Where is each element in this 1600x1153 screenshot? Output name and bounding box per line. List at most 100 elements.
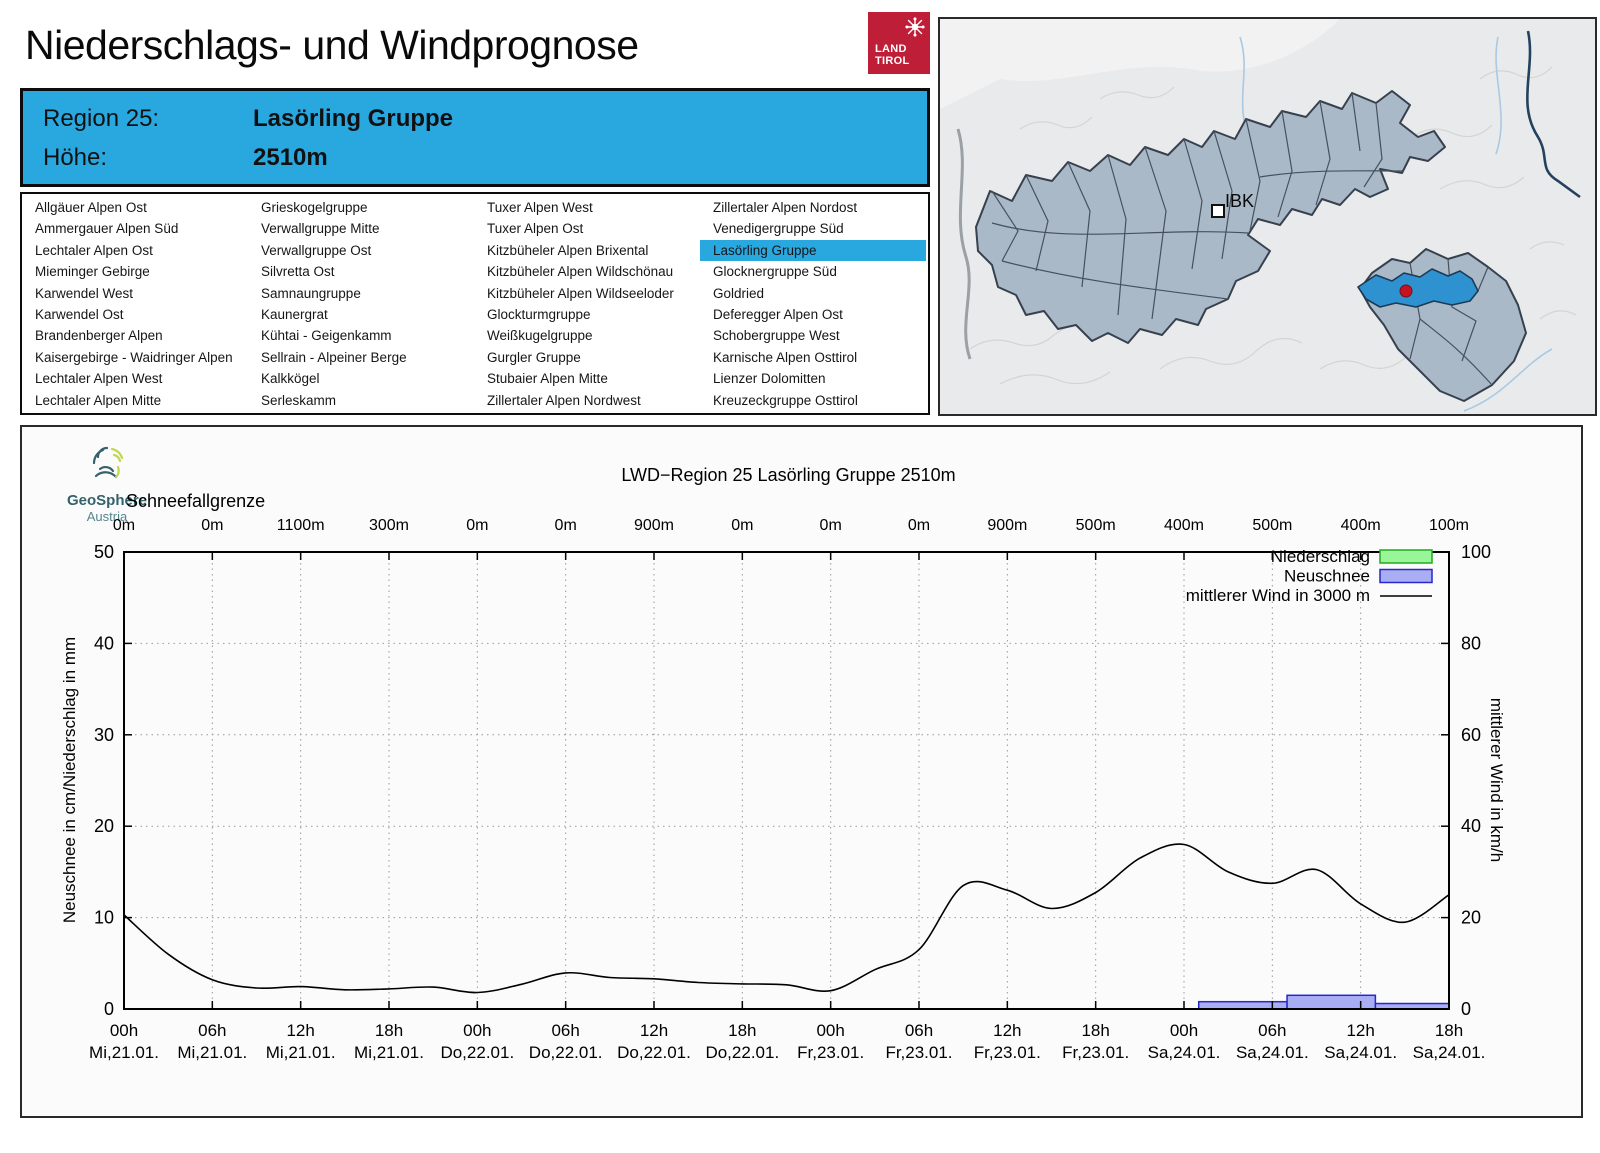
snowline-value: 0m — [201, 517, 223, 534]
snowline-value: 0m — [555, 517, 577, 534]
region-list-item[interactable]: Ammergauer Alpen Süd — [35, 221, 179, 237]
wind-line — [123, 843, 1450, 994]
y-tick-left: 20 — [94, 816, 114, 836]
snowline-value: 900m — [987, 517, 1027, 534]
region-list-item[interactable]: Lechtaler Alpen Ost — [35, 242, 153, 258]
region-list-column-2: Grieskogelgruppe Verwallgruppe Mitte Verwa… — [248, 194, 474, 413]
region-list-item[interactable]: Lechtaler Alpen Mitte — [35, 392, 162, 408]
region-list-item[interactable]: Glockturmgruppe — [487, 306, 591, 322]
x-tick-date: Fr,23.01. — [974, 1043, 1041, 1062]
meteogram-plot: 00h Mi,21.01. 0m 06h Mi,21.01. 0m 12h Mi,21.01.… — [89, 517, 1491, 1062]
region-list-item[interactable]: Deferegger Alpen Ost — [713, 306, 843, 322]
x-tick-hour: 18h — [1435, 1021, 1463, 1040]
snowline-value: 0m — [908, 517, 930, 534]
y-tick-right: 80 — [1461, 633, 1481, 653]
land-tirol-logo: LAND TIROL — [868, 12, 930, 74]
x-tick-hour: 06h — [1258, 1021, 1286, 1040]
region-list-item[interactable]: Karnische Alpen Osttirol — [713, 349, 858, 365]
plot-frame — [123, 551, 1450, 1010]
x-tick-hour: 12h — [640, 1021, 668, 1040]
geosphere-name: GeoSphere — [66, 492, 148, 509]
y-tick-right: 40 — [1461, 816, 1481, 836]
region-list-item[interactable]: Kitzbüheler Alpen Wildschönau — [487, 264, 674, 280]
region-list-item-selected[interactable]: Lasörling Gruppe — [700, 239, 926, 262]
map-flatland-area — [940, 19, 1340, 109]
region-list-item[interactable]: Kitzbüheler Alpen Brixental — [487, 242, 649, 258]
region-list-item[interactable]: Silvretta Ost — [261, 264, 335, 280]
x-tick-date: Mi,21.01. — [266, 1043, 336, 1062]
terrain-texture — [969, 66, 1577, 385]
region-name: Lasörling Gruppe — [253, 105, 454, 132]
snowline-value: 0m — [731, 517, 753, 534]
x-tick-hour: 00h — [1170, 1021, 1198, 1040]
legend-swatch-neuschnee — [1379, 568, 1433, 584]
chart-title: LWD−Region 25 Lasörling Gruppe 2510m — [621, 465, 956, 485]
region-list-item[interactable]: Sellrain - Alpeiner Berge — [261, 349, 407, 365]
region-list-item[interactable]: Samnaungruppe — [261, 285, 361, 301]
region-list-item[interactable]: Glocknergruppe Süd — [713, 264, 837, 280]
region-list-item[interactable]: Kaunergrat — [261, 306, 328, 322]
region-list-item[interactable]: Goldried — [713, 285, 765, 301]
region-list-item[interactable]: Kaisergebirge - Waidringer Alpen — [35, 349, 233, 365]
region-list-item[interactable]: Tuxer Alpen West — [487, 200, 593, 215]
region-list-item[interactable]: Schobergruppe West — [713, 328, 840, 344]
region-list-column-4: Zillertaler Alpen Nordost Venedigergruppe… — [700, 194, 926, 413]
x-tick-date: Sa,24.01. — [1324, 1043, 1397, 1062]
region-list-item[interactable]: Tuxer Alpen Ost — [487, 221, 584, 237]
legend-label: mittlerer Wind in 3000 m — [1186, 586, 1370, 605]
region-list-column-3: Tuxer Alpen West Tuxer Alpen Ost Kitzbühel… — [474, 194, 700, 413]
map-region-selected-lasoerling[interactable] — [1357, 268, 1479, 308]
x-tick-hour: 18h — [1081, 1021, 1109, 1040]
region-list-item[interactable]: Lechtaler Alpen West — [35, 371, 163, 387]
region-list-item[interactable]: Allgäuer Alpen Ost — [35, 200, 147, 215]
region-list-item[interactable]: Weißkugelgruppe — [487, 328, 593, 344]
x-tick-hour: 06h — [551, 1021, 579, 1040]
region-list-item[interactable]: Mieminger Gebirge — [35, 264, 150, 280]
region-list-item[interactable]: Zillertaler Alpen Nordost — [713, 200, 858, 215]
region-list-item[interactable]: Stubaier Alpen Mitte — [487, 371, 608, 387]
region-list-item[interactable]: Verwallgruppe Ost — [261, 242, 372, 258]
region-list-item[interactable]: Venedigergruppe Süd — [713, 221, 844, 237]
x-tick-date: Do,22.01. — [705, 1043, 779, 1062]
region-list-item[interactable]: Karwendel West — [35, 285, 134, 301]
x-tick-date: Sa,24.01. — [1236, 1043, 1309, 1062]
region-list-item[interactable]: Serleskamm — [261, 392, 337, 408]
x-tick-hour: 06h — [905, 1021, 933, 1040]
y-tick-right: 60 — [1461, 725, 1481, 745]
snowline-value: 400m — [1164, 517, 1204, 534]
region-list-item[interactable]: Karwendel Ost — [35, 306, 124, 322]
x-tick-date: Sa,24.01. — [1413, 1043, 1486, 1062]
region-label: Region 25: — [43, 105, 160, 132]
geosphere-logo-icon — [92, 446, 124, 479]
y-tick-left: 30 — [94, 725, 114, 745]
snowline-value: 0m — [820, 517, 842, 534]
x-tick-hour: 12h — [1346, 1021, 1374, 1040]
region-list-item[interactable]: Kreuzeckgruppe Osttirol — [713, 392, 858, 408]
x-tick-hour: 06h — [198, 1021, 226, 1040]
region-list-item[interactable]: Brandenberger Alpen — [35, 328, 163, 344]
y-tick-right: 0 — [1461, 999, 1471, 1019]
x-tick-hour: 18h — [728, 1021, 756, 1040]
region-list-item[interactable]: Kitzbüheler Alpen Wildseeloder — [487, 285, 674, 301]
page-title: Niederschlags- und Windprognose — [25, 22, 639, 68]
snowline-value: 1100m — [277, 517, 325, 534]
x-tick-date: Mi,21.01. — [89, 1043, 159, 1062]
selected-region-dot — [1399, 284, 1413, 298]
x-tick-date: Fr,23.01. — [797, 1043, 864, 1062]
region-list-item[interactable]: Gurgler Gruppe — [487, 349, 581, 365]
snowline-value: 500m — [1252, 517, 1292, 534]
region-list-item[interactable]: Kalkkögel — [261, 371, 320, 387]
region-list-item[interactable]: Verwallgruppe Mitte — [261, 221, 380, 237]
region-list-item[interactable]: Zillertaler Alpen Nordwest — [487, 392, 641, 408]
region-list-item[interactable]: Grieskogelgruppe — [261, 200, 368, 215]
neuschnee-bar — [1197, 1000, 1288, 1010]
y-tick-right: 100 — [1461, 542, 1491, 562]
snowline-value: 0m — [113, 517, 135, 534]
region-list-item[interactable]: Lienzer Dolomitten — [713, 371, 826, 387]
x-tick-hour: 00h — [110, 1021, 138, 1040]
map-region-north-tirol[interactable] — [975, 90, 1446, 344]
legend-label: Niederschlag — [1271, 547, 1370, 566]
region-list-item[interactable]: Kühtai - Geigenkamm — [261, 328, 392, 344]
x-tick-hour: 12h — [286, 1021, 314, 1040]
